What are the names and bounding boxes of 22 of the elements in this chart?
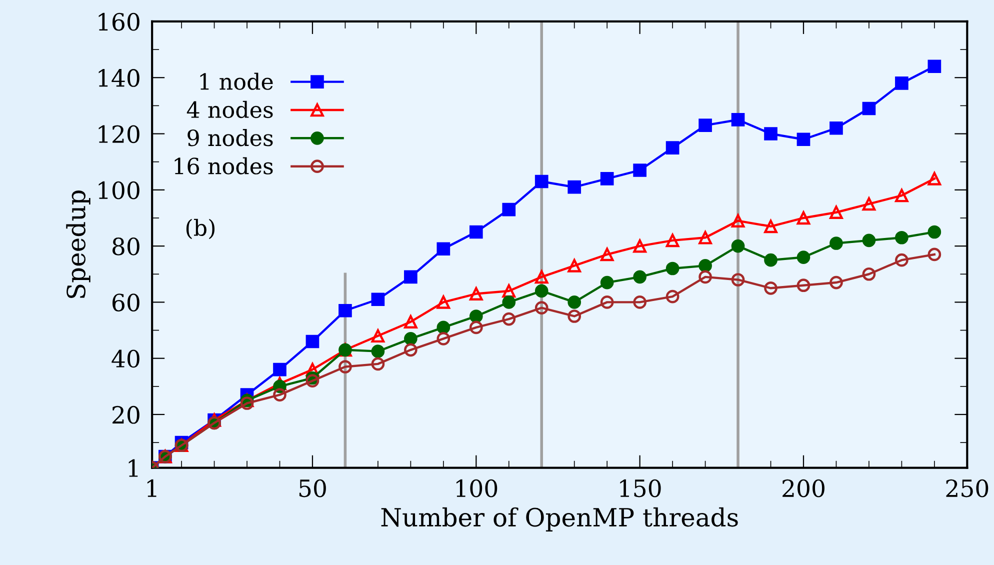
y-tick-label: 120 xyxy=(98,125,140,144)
y-tick-label: 140 xyxy=(98,69,140,87)
legend-label: 4 nodes xyxy=(186,100,273,118)
x-tick-label: 100 xyxy=(456,479,498,498)
y-tick-label: 100 xyxy=(98,181,140,200)
legend-label: 9 nodes xyxy=(188,129,273,146)
x-tick-label: 200 xyxy=(782,479,824,498)
legend-label: 1 node xyxy=(200,72,273,90)
y-axis-title: Speedup xyxy=(66,190,90,298)
y-tick-label: 80 xyxy=(112,237,140,256)
y-tick-label: 40 xyxy=(112,350,140,368)
x-tick-label: 50 xyxy=(299,479,326,498)
y-tick-label: 20 xyxy=(112,406,140,424)
y-tick-label: 1 xyxy=(128,459,138,477)
legend-label: 16 nodes xyxy=(174,157,273,174)
x-axis-title: Number of OpenMP threads xyxy=(381,507,738,532)
x-tick-label: 1 xyxy=(147,479,156,497)
y-tick-label: 160 xyxy=(98,12,140,31)
x-tick-label: 250 xyxy=(946,479,988,498)
annotation: (b) xyxy=(186,218,214,240)
x-tick-label: 150 xyxy=(620,479,661,498)
y-tick-label: 60 xyxy=(112,294,140,312)
